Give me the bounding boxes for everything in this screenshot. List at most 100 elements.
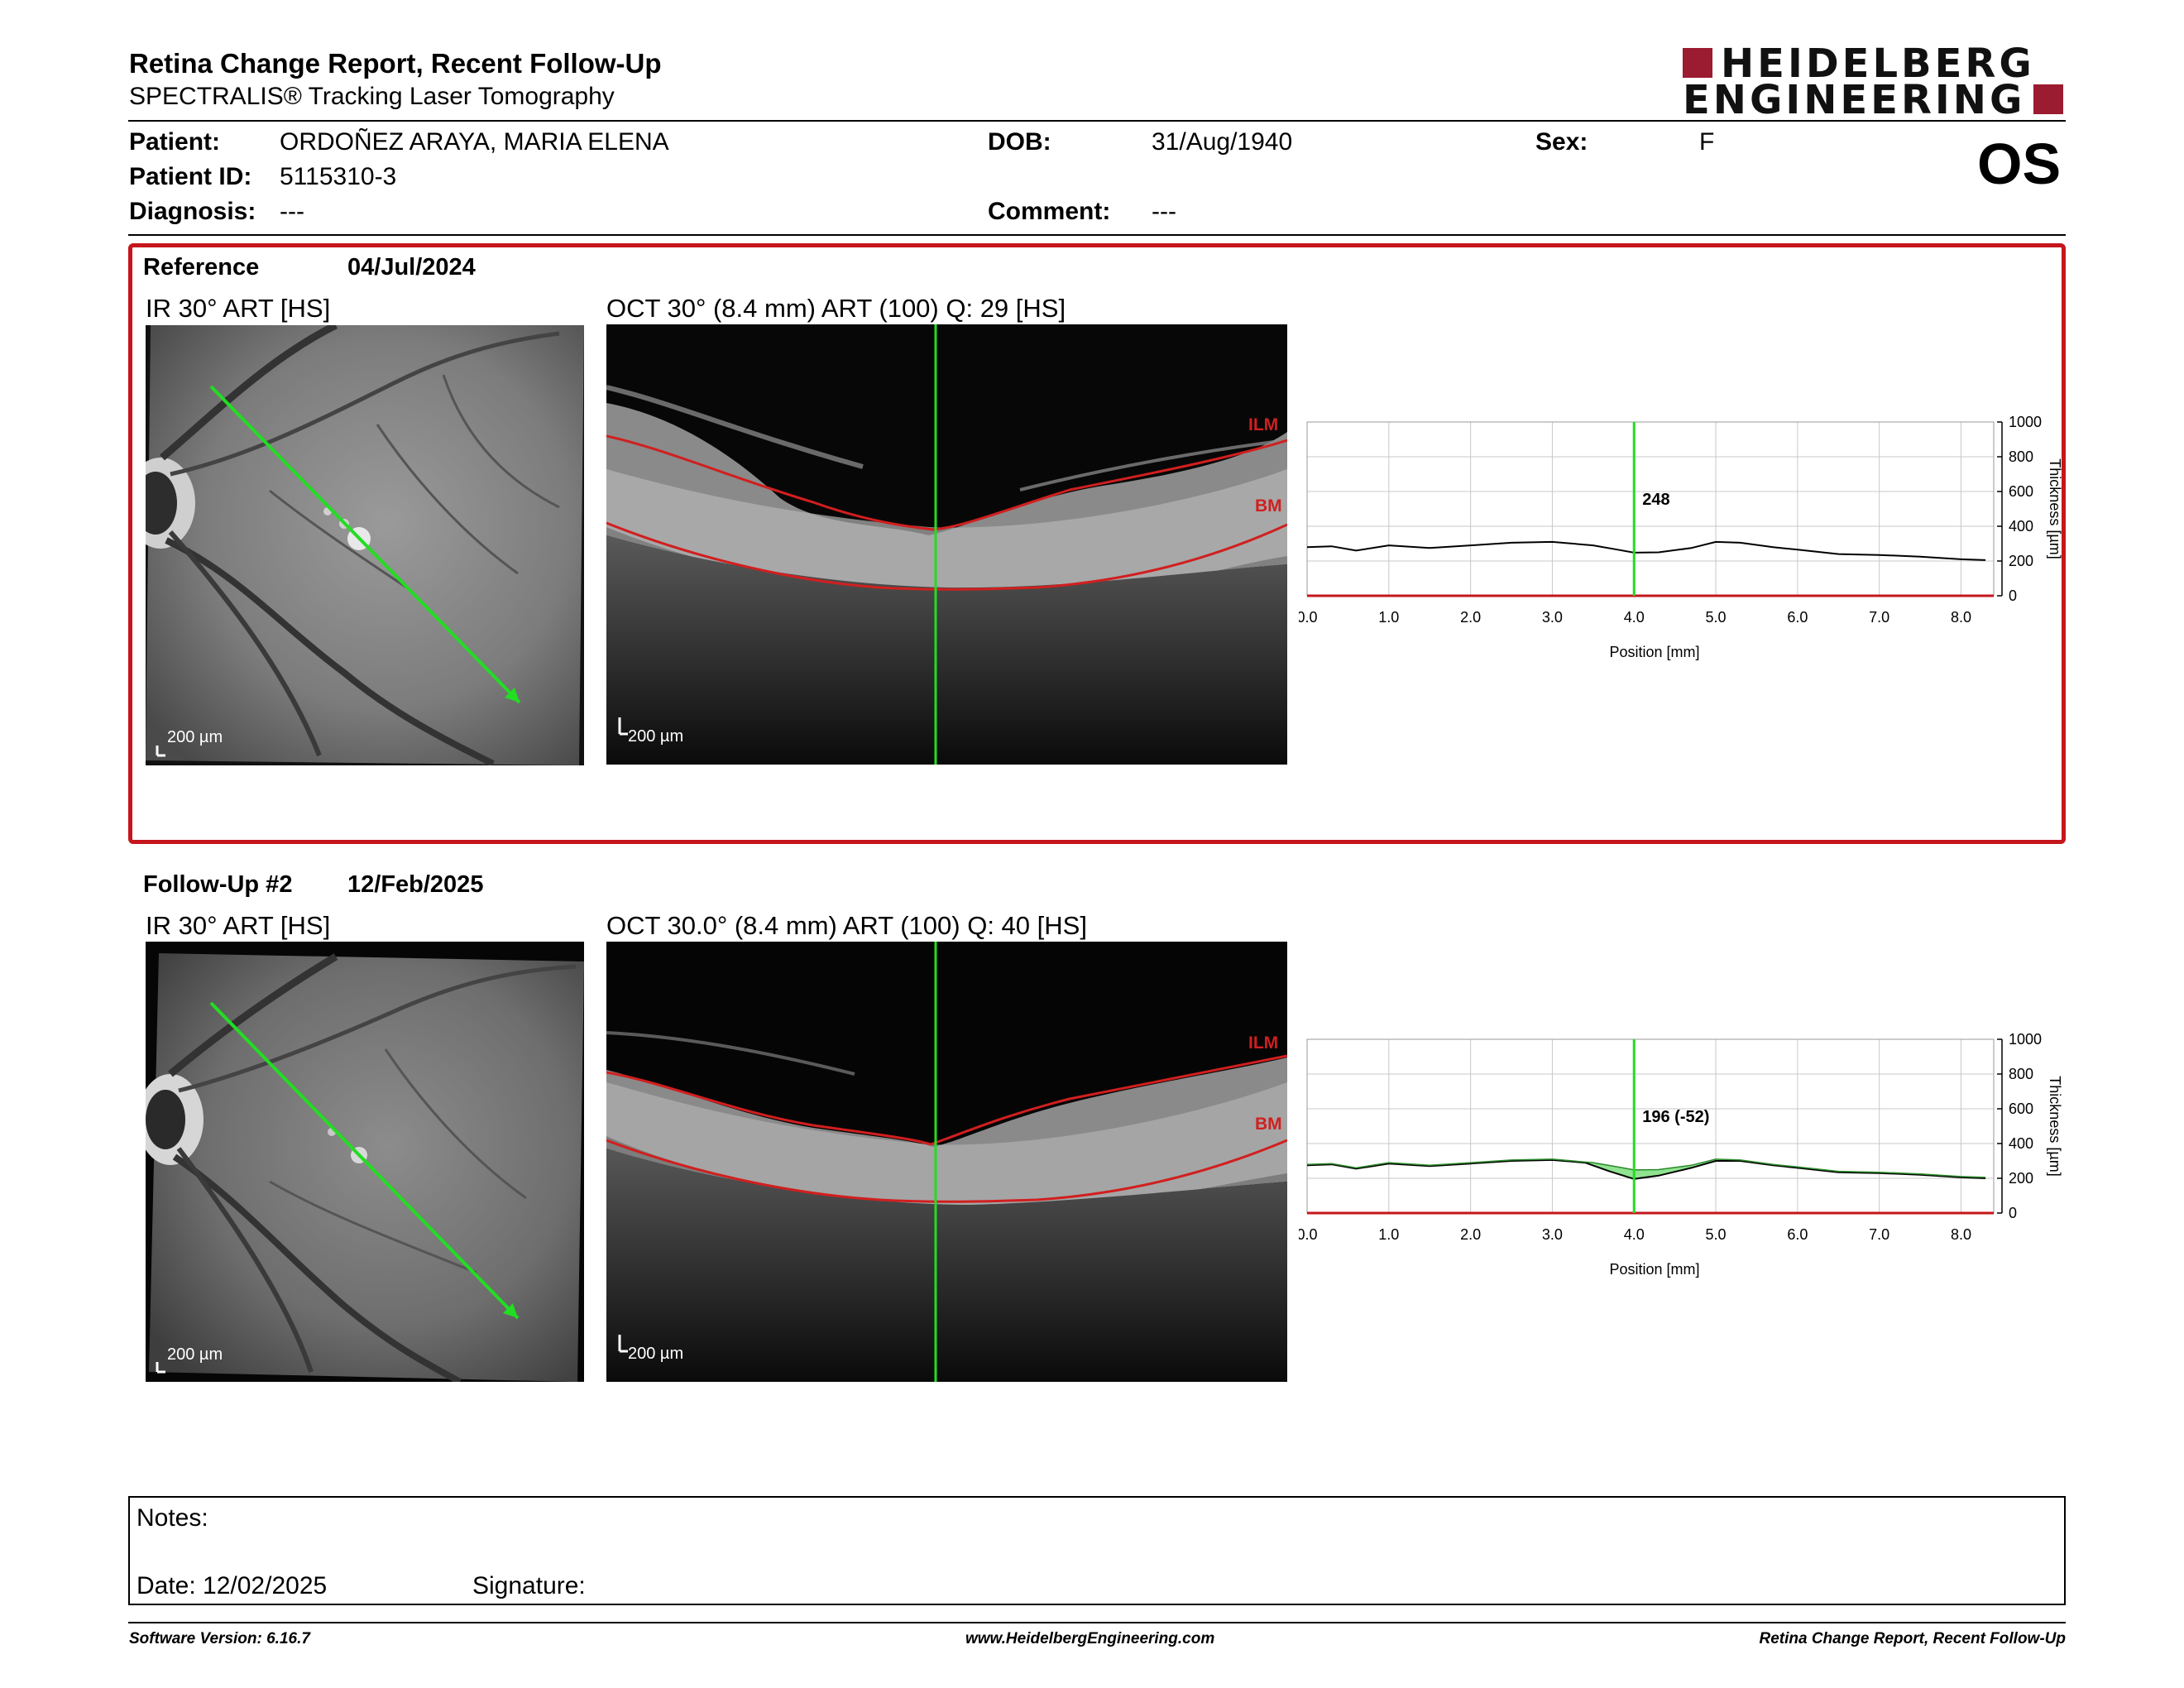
x-tick-label: 7.0 <box>1869 609 1889 626</box>
thickness-series-line <box>1306 1158 1986 1180</box>
reference-date: 04/Jul/2024 <box>347 254 476 281</box>
x-tick-label: 8.0 <box>1951 609 1971 626</box>
sex-label: Sex: <box>1535 128 1588 156</box>
followup-ilm-label: ILM <box>1248 1033 1279 1053</box>
x-tick-label: 2.0 <box>1460 1226 1481 1243</box>
eye-indicator: OS <box>1977 132 2062 196</box>
x-tick-label: 6.0 <box>1787 609 1808 626</box>
footer-website: www.HeidelbergEngineering.com <box>965 1630 1215 1647</box>
followup-bm-line <box>606 1139 1287 1203</box>
reference-oct-image[interactable]: ILM BM 200 µm <box>606 324 1287 765</box>
patient-name: ORDOÑEZ ARAYA, MARIA ELENA <box>280 128 669 156</box>
x-axis-title: Position [mm] <box>1609 644 1699 660</box>
patient-id-label: Patient ID: <box>129 163 252 190</box>
x-tick-label: 4.0 <box>1624 609 1645 626</box>
logo-line2: ENGINEERING <box>1683 77 2026 123</box>
footer-software-version: Software Version: 6.16.7 <box>129 1630 310 1647</box>
followup-date: 12/Feb/2025 <box>347 871 484 898</box>
followup-oct-label: OCT 30.0° (8.4 mm) ART (100) Q: 40 [HS] <box>606 911 1087 940</box>
followup-scan-line <box>209 1001 520 1320</box>
report-subtitle: SPECTRALIS® Tracking Laser Tomography <box>129 83 615 110</box>
footer-report-name: Retina Change Report, Recent Follow-Up <box>1759 1630 2066 1647</box>
y-tick-label: 200 <box>2009 553 2033 569</box>
diagnosis-value: --- <box>280 198 304 225</box>
y-tick-label: 400 <box>2009 518 2033 535</box>
notes-box[interactable]: Notes: Date: 12/02/2025 Signature: <box>128 1496 2066 1605</box>
reference-scan-arrowhead <box>505 688 520 703</box>
patient-label: Patient: <box>129 128 221 156</box>
followup-ir-label: IR 30° ART [HS] <box>146 911 331 940</box>
y-tick-label: 600 <box>2009 483 2033 500</box>
reference-ilm-line <box>606 434 1287 531</box>
reference-label: Reference <box>143 254 260 281</box>
plot-frame <box>1306 1038 1995 1214</box>
reference-scan-line <box>209 385 521 704</box>
y-tick-label: 600 <box>2009 1101 2033 1117</box>
followup-ir-image[interactable]: 200 µm <box>146 942 584 1382</box>
cursor-value-label: 196 (-52) <box>1642 1108 1709 1126</box>
y-axis-title: Thickness [µm] <box>2047 1076 2063 1176</box>
y-tick-label: 1000 <box>2009 414 2042 430</box>
x-tick-label: 3.0 <box>1542 609 1563 626</box>
x-tick-label: 2.0 <box>1460 609 1481 626</box>
x-tick-label: 5.0 <box>1706 1226 1727 1243</box>
reference-oct-label: OCT 30° (8.4 mm) ART (100) Q: 29 [HS] <box>606 294 1066 323</box>
report-title: Retina Change Report, Recent Follow-Up <box>129 48 662 79</box>
x-tick-label: 7.0 <box>1869 1226 1889 1243</box>
dob-value: 31/Aug/1940 <box>1152 128 1293 156</box>
followup-oct-scale: 200 µm <box>628 1345 684 1363</box>
x-tick-label: 1.0 <box>1378 1226 1399 1243</box>
reference-series-line <box>1306 1158 1986 1178</box>
x-axis-title: Position [mm] <box>1609 1261 1699 1278</box>
comment-value: --- <box>1152 198 1176 225</box>
logo-red-square-bottom <box>2033 84 2063 114</box>
y-tick-label: 0 <box>2009 1205 2017 1221</box>
followup-bm-label: BM <box>1255 1115 1282 1134</box>
x-tick-label: 0.0 <box>1299 609 1318 626</box>
dob-label: DOB: <box>988 128 1051 156</box>
followup-label: Follow-Up #2 <box>143 871 293 898</box>
reference-bm-line <box>606 521 1287 591</box>
patient-id-value: 5115310-3 <box>280 163 397 190</box>
thickness-series-line <box>1306 540 1986 561</box>
x-tick-label: 0.0 <box>1299 1226 1318 1243</box>
x-tick-label: 4.0 <box>1624 1226 1645 1243</box>
x-tick-label: 5.0 <box>1706 609 1727 626</box>
followup-oct-image[interactable]: ILM BM 200 µm <box>606 942 1287 1382</box>
logo-red-square-top <box>1683 48 1712 78</box>
y-tick-label: 0 <box>2009 587 2017 604</box>
signature-label: Signature: <box>472 1572 586 1599</box>
x-tick-label: 1.0 <box>1378 609 1399 626</box>
logo-line1: HEIDELBERG <box>1721 41 2035 87</box>
comment-label: Comment: <box>988 198 1111 225</box>
sex-value: F <box>1699 128 1715 156</box>
reference-ir-image[interactable]: 200 µm <box>146 325 584 765</box>
notes-label: Notes: <box>136 1504 208 1532</box>
x-tick-label: 8.0 <box>1951 1226 1971 1243</box>
y-axis-title: Thickness [µm] <box>2047 458 2063 559</box>
y-tick-label: 200 <box>2009 1170 2033 1187</box>
cursor-value-label: 248 <box>1642 491 1669 509</box>
followup-ir-scale: 200 µm <box>167 1345 223 1364</box>
thickness-change-area <box>1307 1158 1986 1179</box>
reference-ilm-label: ILM <box>1248 415 1279 434</box>
plot-frame <box>1306 421 1995 597</box>
x-tick-label: 3.0 <box>1542 1226 1563 1243</box>
y-tick-label: 1000 <box>2009 1031 2042 1048</box>
notes-date: Date: 12/02/2025 <box>136 1572 328 1599</box>
y-tick-label: 800 <box>2009 448 2033 465</box>
reference-thickness-chart: 0 200 400 600 800 1000 0.0 1.0 2.0 3.0 4.0 5.0 6.0 7.… <box>1299 414 2063 660</box>
reference-oct-scale: 200 µm <box>628 727 684 746</box>
reference-section-frame <box>128 243 2066 844</box>
footer-divider <box>128 1622 2066 1623</box>
y-tick-label: 400 <box>2009 1135 2033 1152</box>
y-tick-label: 800 <box>2009 1066 2033 1082</box>
header-divider <box>128 120 2066 122</box>
followup-thickness-chart: 0 200 400 600 800 1000 0.0 1.0 2.0 3.0 4.0 5.0 6.0 7.… <box>1299 1031 2063 1278</box>
followup-ilm-line <box>606 1054 1287 1146</box>
patient-divider <box>128 234 2066 236</box>
reference-ir-label: IR 30° ART [HS] <box>146 294 331 323</box>
heidelberg-logo: HEIDELBERG ENGINEERING <box>1683 41 2063 123</box>
diagnosis-label: Diagnosis: <box>129 198 256 225</box>
x-tick-label: 6.0 <box>1787 1226 1808 1243</box>
